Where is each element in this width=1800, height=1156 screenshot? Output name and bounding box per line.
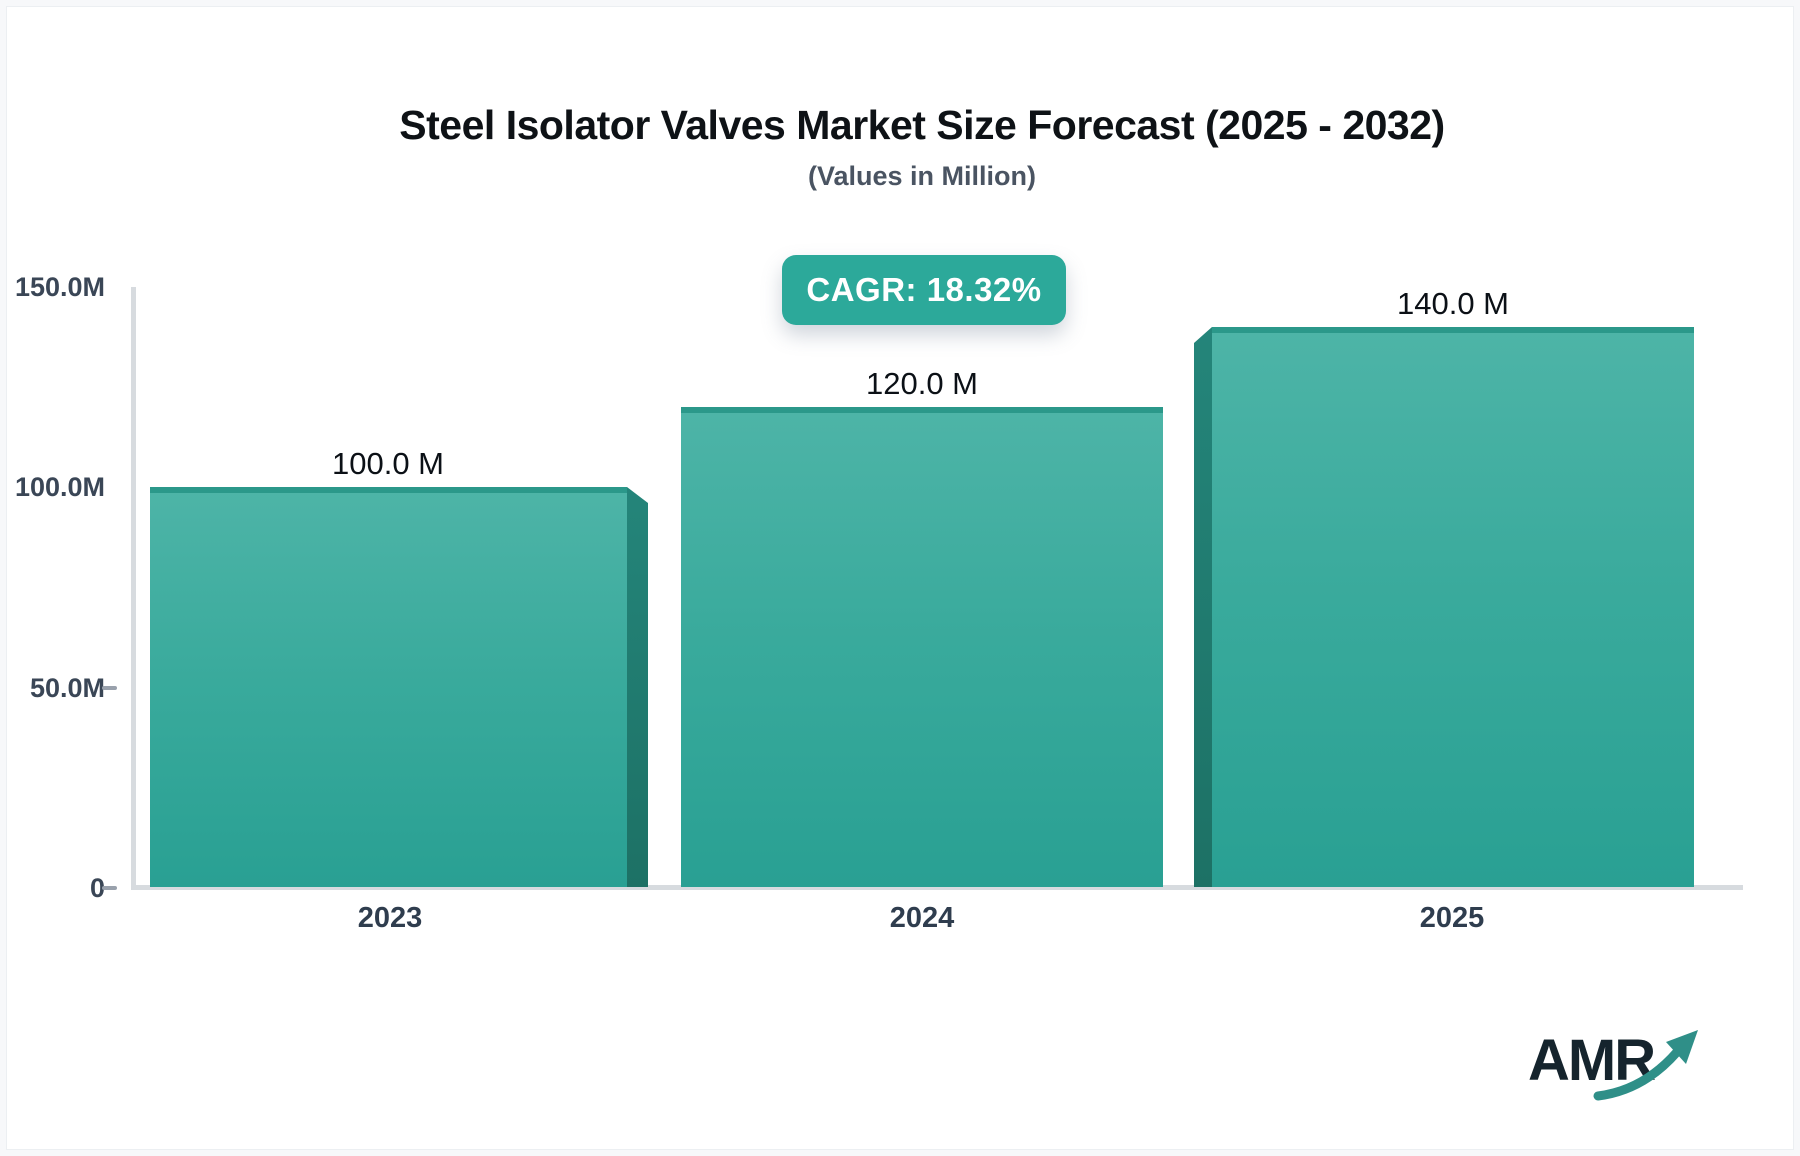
bar-2025[interactable] xyxy=(1212,327,1694,887)
x-axis-label-2023: 2023 xyxy=(357,902,423,934)
amr-logo: AMR xyxy=(1528,1024,1728,1134)
chart-title: Steel Isolator Valves Market Size Foreca… xyxy=(399,102,1445,148)
growth-arrow-icon xyxy=(1593,1030,1698,1101)
x-axis-label-2025: 2025 xyxy=(1419,902,1485,934)
bar-value-label-2024: 120.0 M xyxy=(865,366,978,401)
y-tick-label-50m: 50.0M xyxy=(29,673,105,703)
y-tick-label-150m: 150.0M xyxy=(14,272,105,302)
y-tick-label-0: 0 xyxy=(89,873,105,903)
bar-value-label-2023: 100.0 M xyxy=(331,446,444,481)
bar-2024[interactable] xyxy=(681,407,1163,887)
x-axis-line xyxy=(131,885,1743,890)
chart-subtitle: (Values in Million) xyxy=(807,161,1037,191)
y-tick-mark-50m xyxy=(102,686,117,690)
x-axis-label-2024: 2024 xyxy=(889,902,955,934)
bar-2023-side-bevel xyxy=(627,487,648,887)
bar-value-label-2025: 140.0 M xyxy=(1396,286,1509,321)
y-tick-label-100m: 100.0M xyxy=(14,472,105,502)
y-axis-line xyxy=(131,287,136,888)
bar-2023[interactable] xyxy=(150,487,627,887)
cagr-badge: CAGR: 18.32% xyxy=(782,255,1066,325)
y-tick-mark-0 xyxy=(102,886,117,890)
bar-2025-side-bevel xyxy=(1194,327,1212,887)
